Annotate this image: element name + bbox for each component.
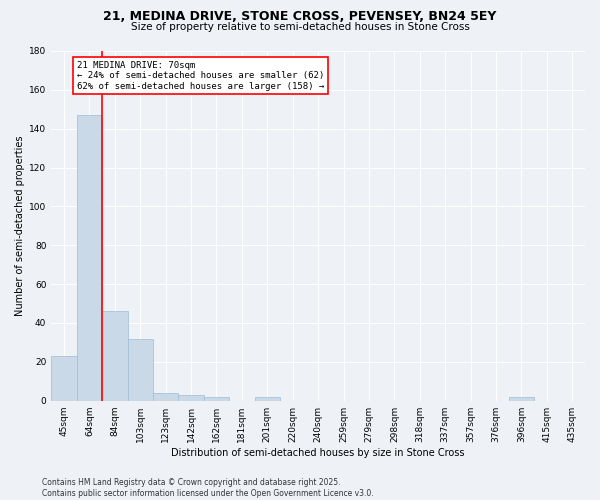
Bar [204,397,229,400]
X-axis label: Distribution of semi-detached houses by size in Stone Cross: Distribution of semi-detached houses by … [172,448,465,458]
Text: Size of property relative to semi-detached houses in Stone Cross: Size of property relative to semi-detach… [131,22,469,32]
Bar [153,393,178,400]
Bar [254,397,280,400]
Bar [77,115,102,401]
Text: 21 MEDINA DRIVE: 70sqm
← 24% of semi-detached houses are smaller (62)
62% of sem: 21 MEDINA DRIVE: 70sqm ← 24% of semi-det… [77,60,324,90]
Bar [51,356,77,401]
Y-axis label: Number of semi-detached properties: Number of semi-detached properties [15,136,25,316]
Bar [178,395,204,400]
Text: 21, MEDINA DRIVE, STONE CROSS, PEVENSEY, BN24 5EY: 21, MEDINA DRIVE, STONE CROSS, PEVENSEY,… [103,10,497,23]
Bar [102,312,128,400]
Text: Contains HM Land Registry data © Crown copyright and database right 2025.
Contai: Contains HM Land Registry data © Crown c… [42,478,374,498]
Bar [509,397,534,400]
Bar [128,338,153,400]
